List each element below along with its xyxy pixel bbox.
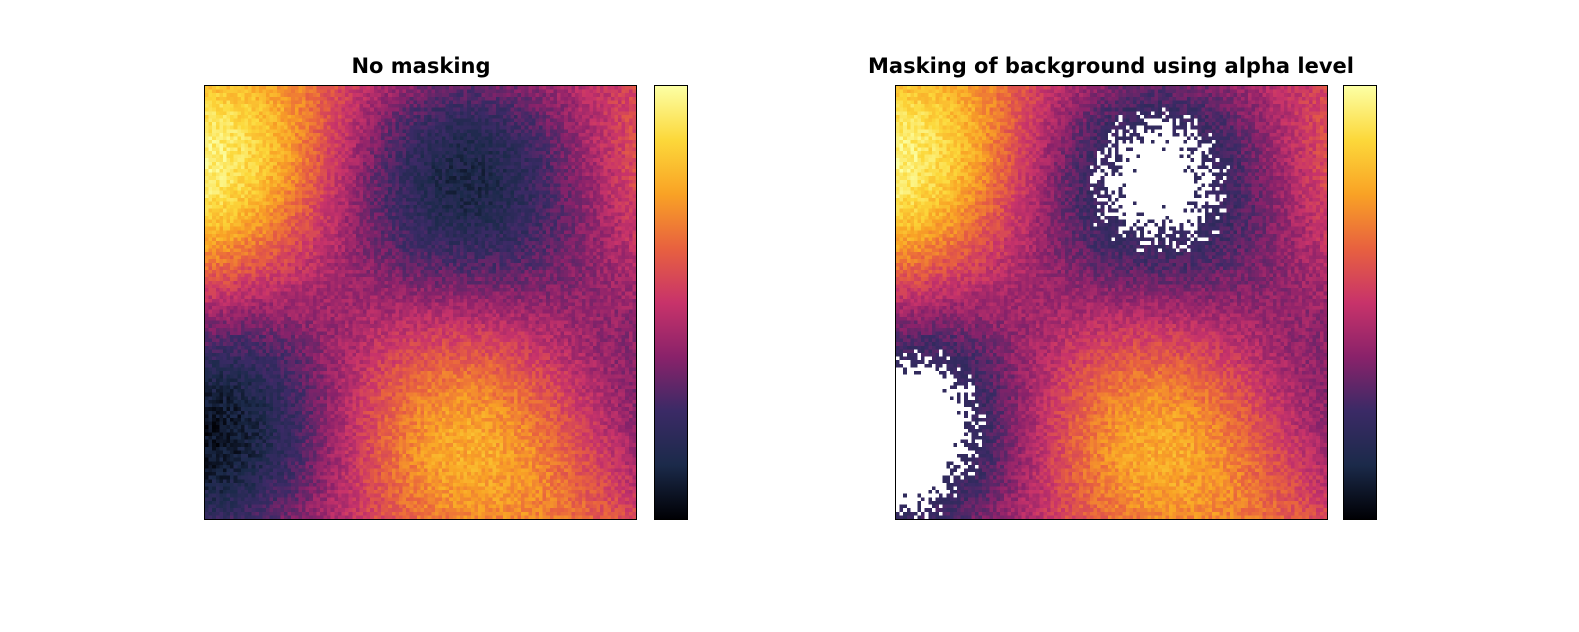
chart-right-title: Masking of background using alpha level — [868, 54, 1354, 78]
heatmap-canvas-right — [896, 86, 1327, 519]
heatmap-masked — [895, 85, 1328, 520]
colorbar-right — [1343, 85, 1377, 520]
colorbar-left — [654, 85, 688, 520]
heatmap-canvas-left — [205, 86, 636, 519]
chart-left-title: No masking — [351, 54, 491, 78]
heatmap-no-masking — [204, 85, 637, 520]
